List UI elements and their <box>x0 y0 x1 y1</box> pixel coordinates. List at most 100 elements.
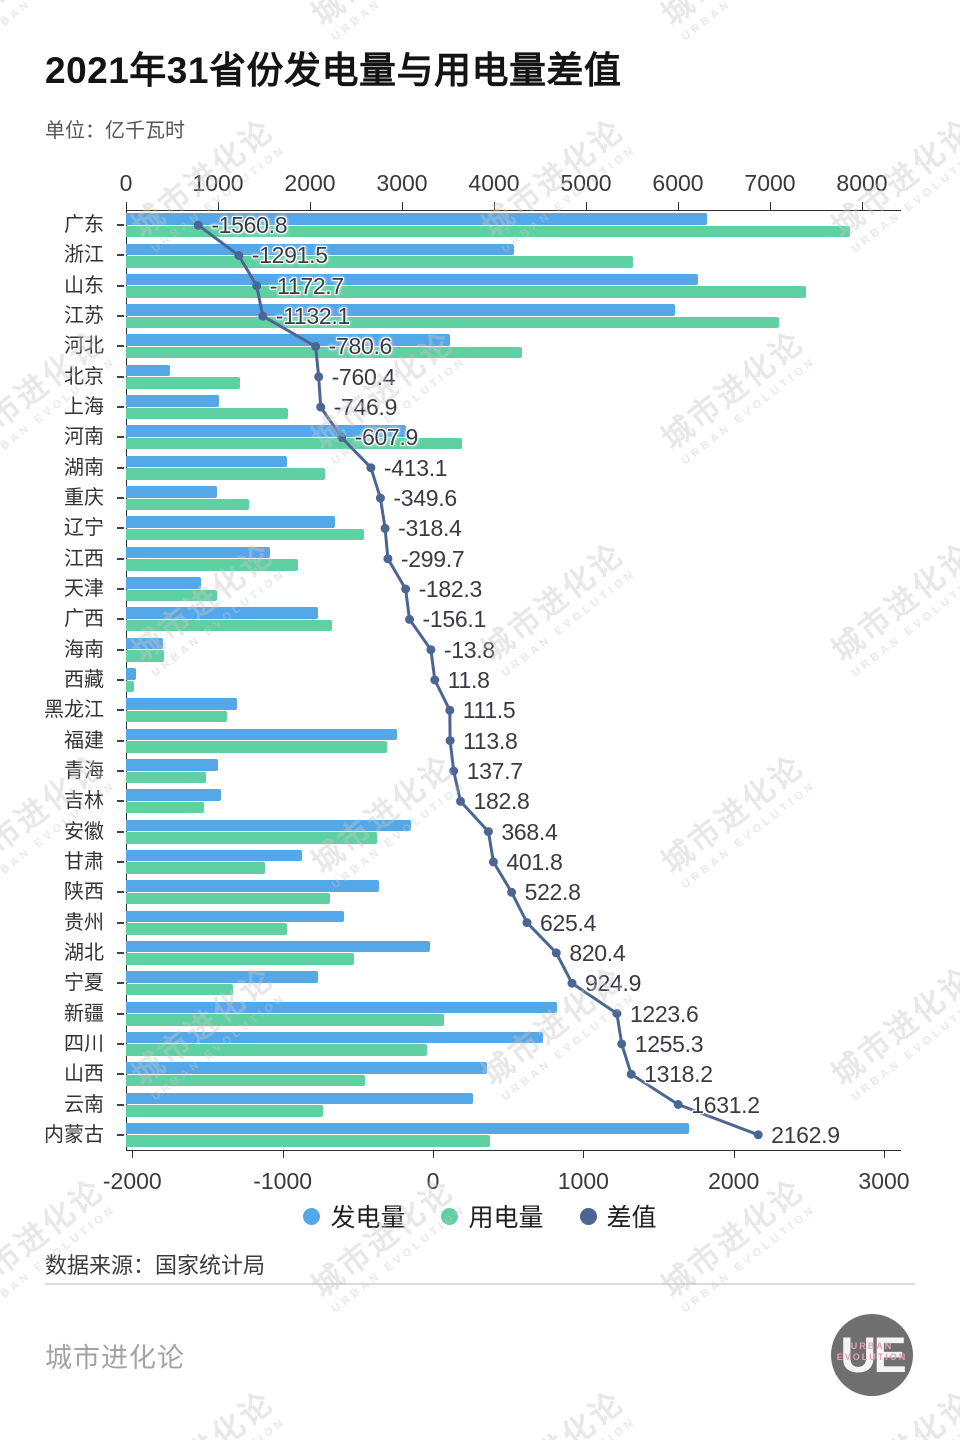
diff-point <box>567 978 577 988</box>
consumption-bar <box>126 832 377 844</box>
diff-point <box>366 463 376 473</box>
category-label: 黑龙江 <box>44 699 104 722</box>
category-label: 山西 <box>64 1063 104 1086</box>
diff-point <box>375 493 385 503</box>
consumption-bar <box>126 1044 428 1056</box>
bottom-axis-tick-label: 0 <box>426 1168 440 1194</box>
diff-point <box>522 918 532 928</box>
category-tick <box>117 224 124 227</box>
consumption-bar <box>126 407 288 420</box>
diff-point <box>430 675 440 685</box>
category-tick <box>117 709 124 712</box>
category-tick <box>117 466 124 469</box>
consumption-bar <box>126 498 250 511</box>
generation-bar <box>126 940 430 953</box>
category-label: 湖南 <box>64 456 104 479</box>
diff-value-label: 2162.9 <box>771 1121 840 1148</box>
category-tick <box>117 1073 124 1076</box>
category-tick <box>117 345 124 348</box>
diff-point <box>252 281 262 291</box>
top-axis-tick-label: 6000 <box>652 170 704 196</box>
consumption-bar <box>126 1014 445 1026</box>
consumption-bar <box>126 225 851 238</box>
diff-point <box>488 857 498 867</box>
generation-bar <box>126 910 345 923</box>
diff-value-label: -1172.7 <box>269 272 345 299</box>
diff-point <box>405 614 414 624</box>
generation-bar <box>126 213 707 225</box>
category-tick <box>117 830 124 833</box>
top-axis-tick-label: 7000 <box>744 170 796 196</box>
top-axis-tick <box>585 202 587 210</box>
legend-dot-icon <box>579 1207 597 1225</box>
generation-bar <box>126 243 514 256</box>
diff-value-label: -318.4 <box>398 515 462 542</box>
diff-point <box>314 372 324 382</box>
category-tick <box>117 1042 124 1045</box>
category-label: 新疆 <box>64 1002 104 1025</box>
category-tick <box>117 648 124 651</box>
diff-point <box>380 523 390 533</box>
watermark-en-text: URBAN EVOLUTION <box>328 0 469 44</box>
diff-point <box>337 432 347 442</box>
category-tick <box>117 436 124 439</box>
generation-bar <box>126 1092 473 1105</box>
generation-bar <box>126 819 411 832</box>
category-tick <box>117 982 124 985</box>
diff-point <box>426 645 436 655</box>
consumption-bar <box>126 741 387 753</box>
generation-bar <box>126 455 287 468</box>
diff-point <box>193 220 203 230</box>
consumption-bar <box>126 771 206 783</box>
category-label: 辽宁 <box>64 517 104 540</box>
legend-dot-icon <box>303 1207 321 1225</box>
bottom-axis-tick-label: -1000 <box>253 1168 313 1194</box>
diff-value-label: -607.9 <box>354 424 419 451</box>
category-tick <box>117 769 124 772</box>
top-axis-tick-label: 8000 <box>836 170 888 196</box>
category-label: 上海 <box>64 396 104 419</box>
generation-bar <box>126 1001 557 1014</box>
logo-subtext: URBAN EVOLUTION <box>831 1341 913 1363</box>
diff-value-label: 137.7 <box>466 757 523 784</box>
diff-point <box>753 1130 763 1140</box>
category-label: 甘肃 <box>64 850 104 873</box>
watermark-en-text: URBAN EVOLUTION <box>498 1414 639 1440</box>
watermark-cn-text: 城市进化论 <box>300 0 462 34</box>
bottom-axis-tick-label: 1000 <box>557 1168 609 1194</box>
generation-bar <box>126 1122 690 1135</box>
top-axis-tick-label: 4000 <box>468 170 520 196</box>
category-label: 内蒙古 <box>44 1123 104 1146</box>
top-axis-tick <box>861 202 863 210</box>
category-tick <box>117 375 124 378</box>
source-note: 数据来源：国家统计局 <box>45 1253 266 1278</box>
category-label: 云南 <box>64 1093 104 1116</box>
diff-point <box>456 796 465 806</box>
diff-value-label: -1560.8 <box>211 212 288 239</box>
bottom-axis-tick <box>884 1150 885 1158</box>
bottom-axis-tick <box>432 1150 434 1158</box>
diff-point <box>383 554 393 564</box>
diff-point <box>507 887 517 897</box>
bottom-axis-line <box>126 1150 901 1151</box>
consumption-bar <box>126 316 779 329</box>
category-label: 山东 <box>64 274 104 297</box>
category-label: 江西 <box>64 547 104 570</box>
category-tick <box>117 1103 124 1106</box>
category-label: 海南 <box>64 638 104 661</box>
category-tick <box>117 1012 124 1015</box>
top-axis-tick <box>677 202 679 210</box>
diff-value-label: -299.7 <box>400 545 465 572</box>
legend-dot-icon <box>441 1207 459 1225</box>
category-label: 西藏 <box>64 669 104 691</box>
generation-bar <box>126 668 136 680</box>
consumption-bar <box>126 953 355 965</box>
category-tick <box>117 891 124 894</box>
category-label: 天津 <box>64 578 104 601</box>
generation-bar <box>126 486 218 498</box>
bottom-axis-tick <box>733 1150 735 1158</box>
